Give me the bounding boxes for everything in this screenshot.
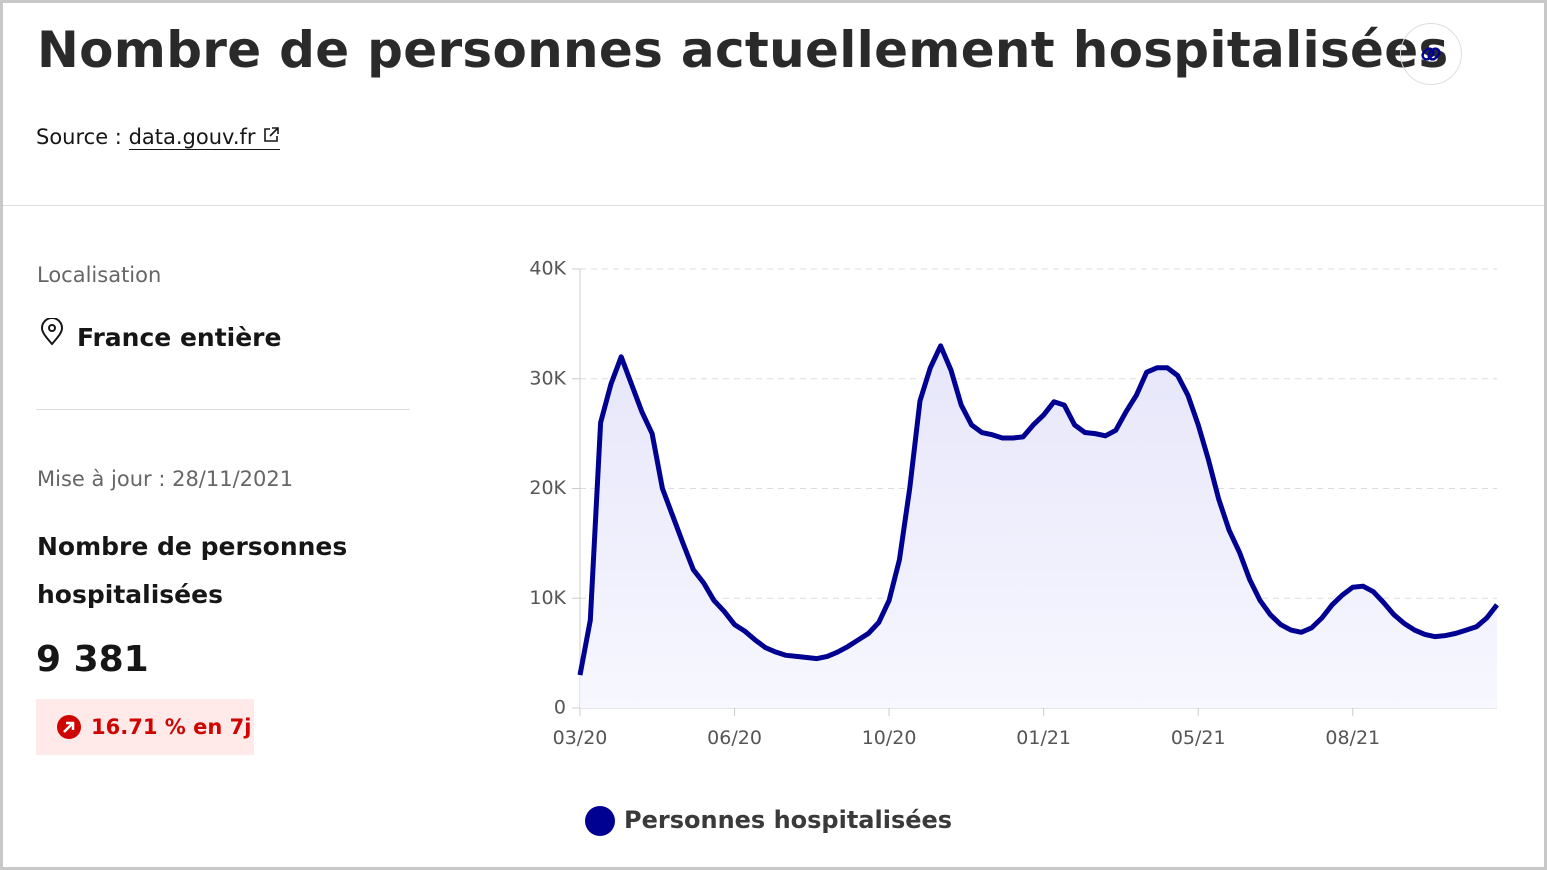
updated: Mise à jour : 28/11/2021: [37, 467, 294, 491]
metric: Nombre de personnes hospitalisées: [37, 532, 348, 609]
area: [580, 345, 1497, 708]
y-tick-label: 30K: [529, 367, 566, 389]
legend-label: Personnes hospitalisées: [624, 806, 952, 834]
source-label: Source :: [36, 125, 122, 149]
change-badge: 16.71 % en 7j: [36, 699, 254, 755]
divider: [36, 409, 410, 410]
pin-icon: [40, 318, 64, 346]
y-tick-label: 0: [554, 697, 566, 719]
source-link-text: data.gouv.fr: [128, 125, 256, 149]
x-tick-label: 06/20: [707, 727, 762, 749]
x-tick-label: 03/20: [553, 727, 608, 749]
change-text: 16.71 % en 7j: [91, 715, 252, 739]
x-tick-label: 08/21: [1325, 727, 1380, 749]
y-tick-label: 10K: [529, 587, 566, 609]
title: Nombre de personnes actuellement hospita…: [37, 21, 1449, 79]
trend-icon: [57, 715, 81, 739]
x-tick-label: 10/20: [862, 727, 917, 749]
legend-marker: [585, 806, 615, 836]
location-label: Localisation: [37, 263, 162, 287]
y-tick-label: 40K: [529, 258, 566, 280]
divider: [3, 205, 1544, 206]
link-button[interactable]: [1400, 23, 1462, 85]
source: Source : data.gouv.fr: [36, 125, 281, 150]
x-tick-label: 05/21: [1171, 727, 1226, 749]
x-tick-label: 01/21: [1016, 727, 1071, 749]
source-link[interactable]: data.gouv.fr: [128, 125, 281, 150]
external-icon: [264, 127, 280, 142]
value: 9 381: [36, 639, 149, 680]
chart: 0 10K 20K 30K 40K 03/20 06/20 10/20 01/21 05/21 08…: [529, 258, 1499, 836]
link-icon: [1421, 47, 1441, 61]
line: [577, 343, 1499, 676]
location: France entière: [77, 323, 282, 352]
y-tick-label: 20K: [529, 477, 566, 499]
